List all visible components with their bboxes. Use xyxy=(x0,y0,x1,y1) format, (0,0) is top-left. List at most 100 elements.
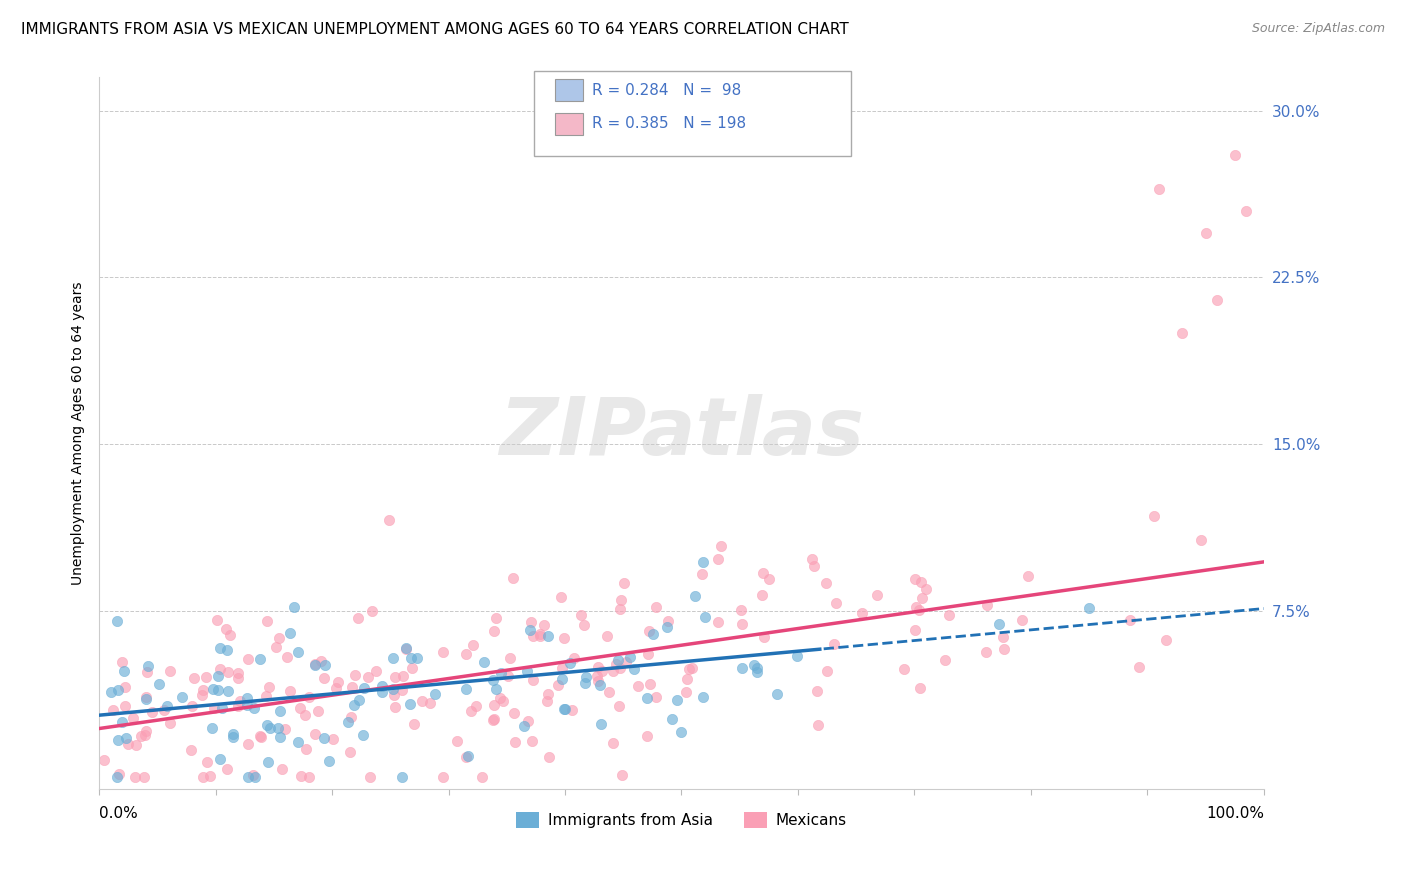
Point xyxy=(304,657,326,672)
Point xyxy=(562,651,585,665)
Point xyxy=(1234,203,1257,218)
Point xyxy=(538,750,561,764)
Point xyxy=(134,771,156,785)
Point xyxy=(666,693,689,707)
Point xyxy=(425,687,447,701)
Point xyxy=(135,723,157,738)
Point xyxy=(681,661,703,675)
Point xyxy=(503,735,526,749)
Point xyxy=(522,673,544,687)
Point xyxy=(399,651,422,665)
Point xyxy=(114,665,136,679)
Point xyxy=(747,665,769,680)
Point xyxy=(325,681,347,695)
Point xyxy=(207,683,229,698)
Point xyxy=(915,582,938,596)
Point xyxy=(676,673,699,687)
Point xyxy=(851,606,873,620)
Point xyxy=(464,699,486,714)
Point xyxy=(269,704,291,718)
Point xyxy=(911,591,934,606)
Point xyxy=(609,593,631,607)
Point xyxy=(825,596,848,610)
Point xyxy=(1206,293,1229,307)
Point xyxy=(637,648,659,662)
Point xyxy=(619,649,641,664)
Point xyxy=(226,699,249,714)
Point xyxy=(489,666,512,681)
Point xyxy=(801,552,824,566)
Point xyxy=(537,688,560,702)
Point xyxy=(671,724,693,739)
Point xyxy=(217,684,239,698)
Point xyxy=(191,771,214,785)
Point xyxy=(254,689,277,703)
Point xyxy=(472,656,495,670)
Point xyxy=(496,669,519,683)
Point xyxy=(623,663,645,677)
Point xyxy=(194,670,217,684)
Point xyxy=(108,766,131,780)
Point xyxy=(402,716,425,731)
Point xyxy=(384,688,406,702)
Point xyxy=(661,712,683,726)
Point xyxy=(460,704,482,718)
Point xyxy=(257,755,280,769)
Point xyxy=(786,649,808,664)
Point xyxy=(236,771,259,785)
Point xyxy=(1143,508,1166,523)
Point xyxy=(156,699,179,714)
Point xyxy=(135,665,157,680)
Point xyxy=(111,715,134,730)
Point xyxy=(180,742,202,756)
Point xyxy=(1128,660,1150,674)
Point xyxy=(938,608,960,623)
Point xyxy=(326,674,349,689)
Text: ZIPatlas: ZIPatlas xyxy=(499,394,865,472)
Point xyxy=(114,731,136,745)
Point xyxy=(288,701,311,715)
Point xyxy=(550,672,572,686)
Point xyxy=(987,617,1010,632)
Point xyxy=(612,768,634,782)
Point xyxy=(1154,632,1177,647)
Point xyxy=(866,588,889,602)
Point xyxy=(340,710,363,724)
Point xyxy=(574,676,596,690)
Point xyxy=(1147,181,1170,195)
Point xyxy=(893,662,915,676)
Point xyxy=(307,704,329,718)
Point xyxy=(226,671,249,685)
Point xyxy=(304,657,326,672)
Point xyxy=(643,626,665,640)
Point xyxy=(111,655,134,669)
Point xyxy=(318,754,340,768)
Point xyxy=(344,668,367,682)
Point xyxy=(343,698,366,712)
Point xyxy=(257,680,280,694)
Point xyxy=(243,701,266,715)
Point xyxy=(129,729,152,743)
Point xyxy=(1171,326,1194,340)
Point xyxy=(1189,533,1212,548)
Point xyxy=(803,559,825,574)
Point xyxy=(229,693,252,707)
Point xyxy=(304,727,326,741)
Point xyxy=(807,718,830,732)
Point xyxy=(384,699,406,714)
Point xyxy=(267,721,290,735)
Point xyxy=(153,703,176,717)
Point xyxy=(446,734,468,748)
Point xyxy=(454,681,477,696)
Point xyxy=(336,714,359,729)
Point xyxy=(692,555,714,569)
Point xyxy=(586,673,609,688)
Point xyxy=(159,716,181,731)
Point xyxy=(432,771,454,785)
Point xyxy=(250,730,273,744)
Point xyxy=(485,611,508,625)
Point xyxy=(107,682,129,697)
Point xyxy=(309,654,332,668)
Point xyxy=(675,685,697,699)
Point xyxy=(278,683,301,698)
